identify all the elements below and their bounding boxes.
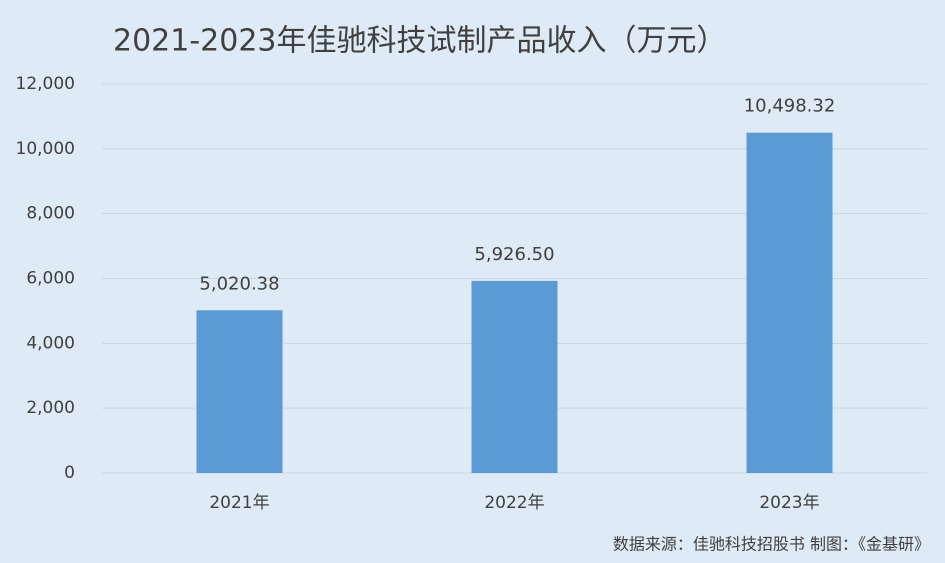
bar xyxy=(196,310,283,473)
y-tick-label: 12,000 xyxy=(16,74,75,94)
data-label: 10,498.32 xyxy=(744,96,836,117)
y-tick-label: 4,000 xyxy=(26,333,75,353)
y-tick-label: 2,000 xyxy=(26,398,75,418)
data-label: 5,926.50 xyxy=(474,244,554,265)
bar xyxy=(746,132,833,474)
x-tick-label: 2021年 xyxy=(209,493,269,513)
y-tick-label: 10,000 xyxy=(16,139,75,159)
y-tick-label: 0 xyxy=(64,463,75,483)
y-tick-label: 6,000 xyxy=(26,269,75,289)
source-note: 数据来源：佳驰科技招股书 制图：《金基研》 xyxy=(613,535,930,554)
y-tick-label: 8,000 xyxy=(26,204,75,224)
x-tick-label: 2022年 xyxy=(484,493,544,513)
chart-title: 2021-2023年佳驰科技试制产品收入（万元） xyxy=(113,24,727,59)
bar xyxy=(471,280,558,473)
data-label: 5,020.38 xyxy=(199,273,279,294)
x-tick-label: 2023年 xyxy=(759,493,819,513)
